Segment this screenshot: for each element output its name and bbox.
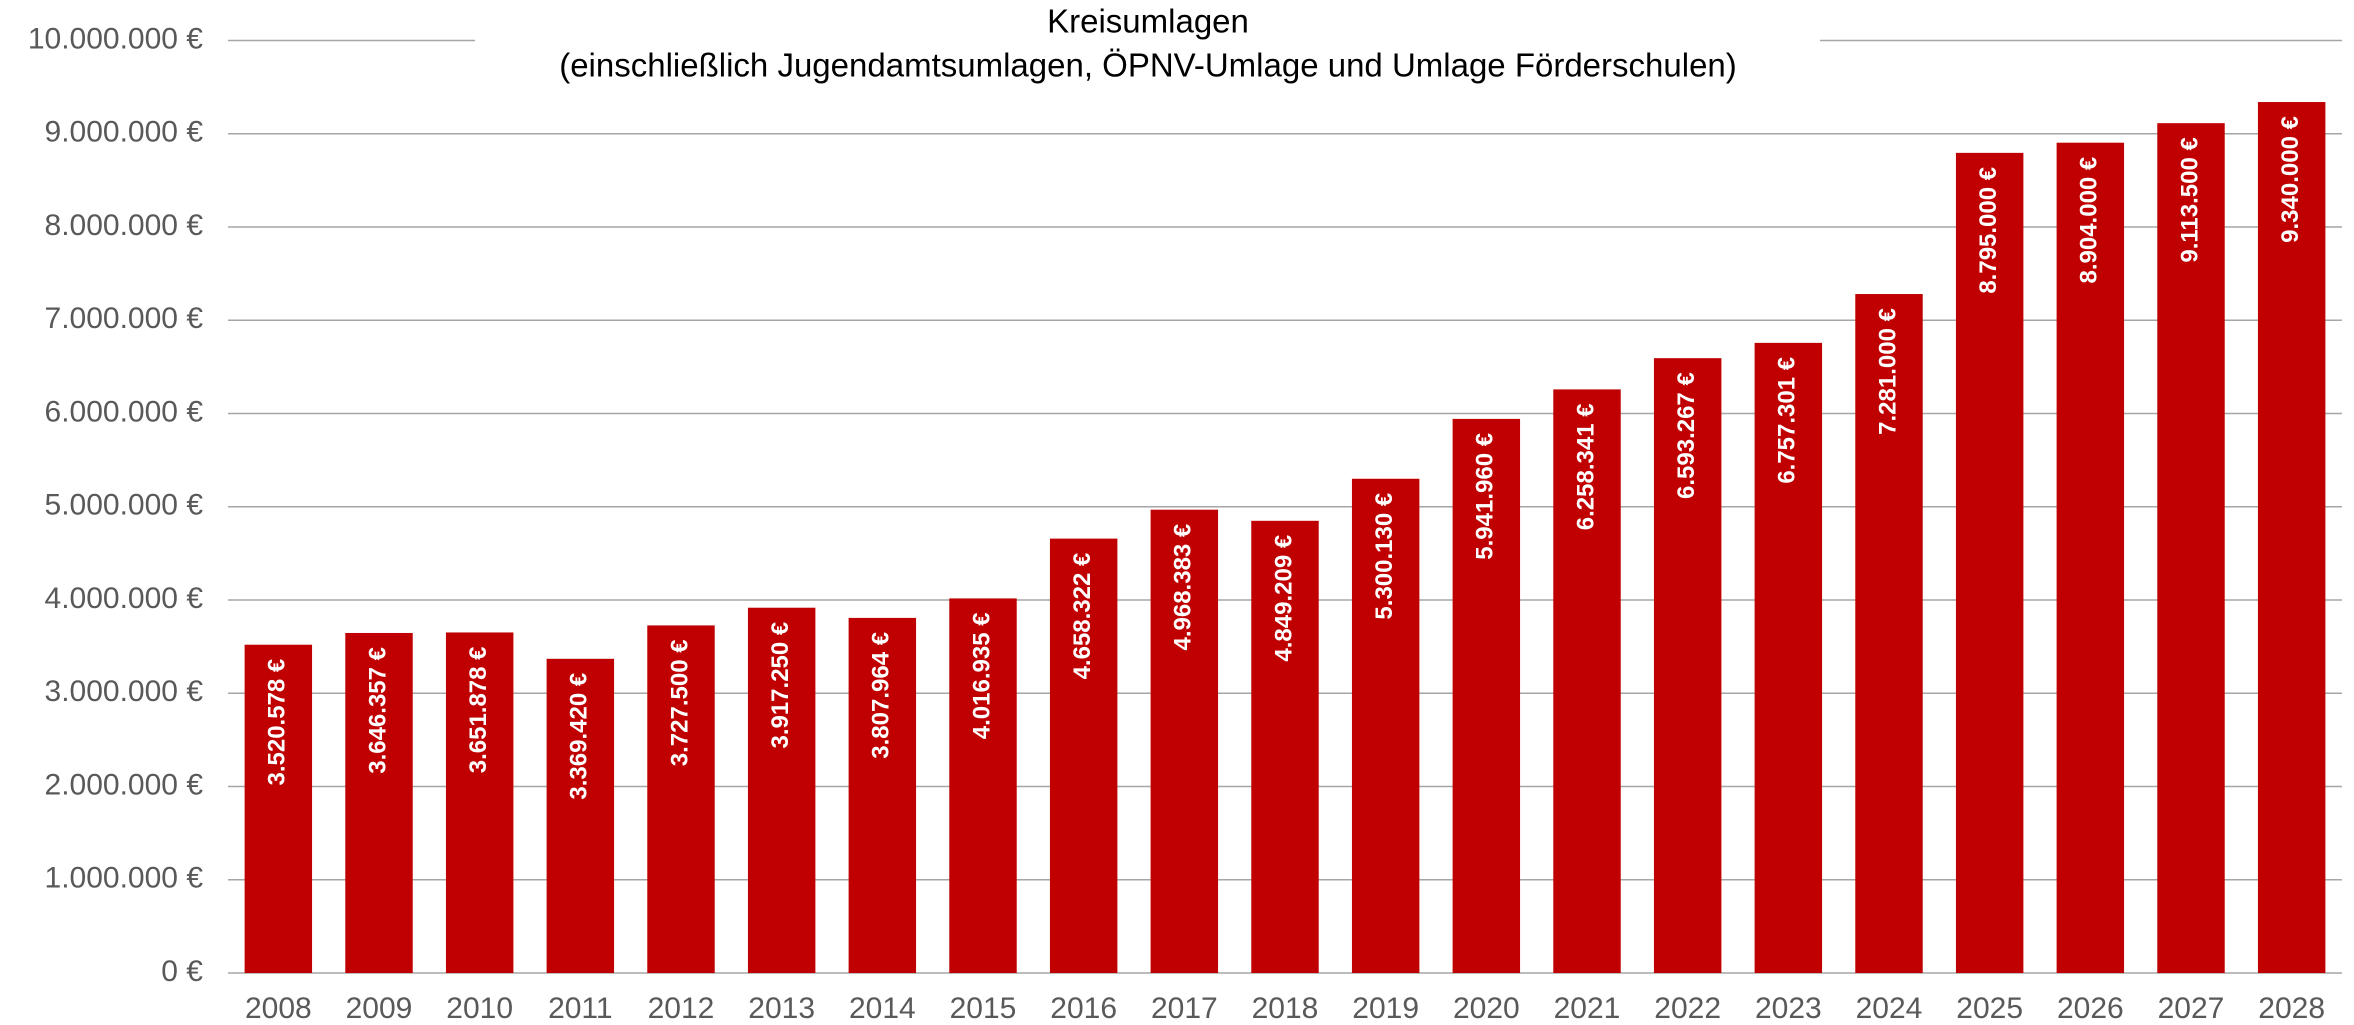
x-tick-label: 2026	[2057, 992, 2124, 1025]
value-label: 6.757.301 €	[1774, 357, 1801, 484]
bar	[244, 644, 313, 973]
x-tick-label: 2023	[1755, 992, 1822, 1025]
y-tick-label: 6.000.000 €	[45, 395, 204, 428]
y-tick-label: 5.000.000 €	[45, 489, 204, 522]
chart-subtitle: (einschließlich Jugendamtsumlagen, ÖPNV-…	[559, 47, 1737, 84]
bar	[1351, 478, 1420, 973]
y-tick-label: 0 €	[161, 955, 203, 988]
x-tick-label: 2028	[2258, 992, 2325, 1025]
x-tick-label: 2014	[849, 992, 916, 1025]
bar	[1452, 418, 1521, 973]
value-label: 4.849.209 €	[1270, 535, 1297, 662]
x-tick-label: 2012	[648, 992, 715, 1025]
value-label: 9.113.500 €	[2176, 137, 2203, 262]
bar	[345, 632, 413, 973]
x-tick-label: 2017	[1151, 992, 1218, 1025]
value-label: 8.904.000 €	[2076, 157, 2103, 284]
bar	[2157, 123, 2225, 973]
value-label: 9.340.000 €	[2277, 116, 2304, 243]
value-label: 6.593.267 €	[1673, 372, 1700, 499]
bar	[647, 625, 715, 973]
x-tick-label: 2022	[1654, 992, 1721, 1025]
bar	[1251, 520, 1319, 973]
value-label: 4.658.322 €	[1069, 553, 1096, 680]
value-label: 8.795.000 €	[1975, 167, 2002, 294]
y-tick-label: 4.000.000 €	[45, 582, 204, 615]
bar	[1653, 358, 1722, 973]
x-tick-label: 2013	[748, 992, 815, 1025]
y-tick-label: 1.000.000 €	[45, 862, 204, 895]
value-label: 3.520.578 €	[264, 659, 291, 786]
x-tick-label: 2008	[245, 992, 312, 1025]
bar	[949, 598, 1017, 973]
bar	[1049, 538, 1118, 973]
x-tick-label: 2024	[1856, 992, 1923, 1025]
bar	[747, 607, 816, 973]
value-label: 4.016.935 €	[968, 612, 995, 739]
value-label: 3.369.420 €	[566, 673, 593, 800]
bar	[1150, 509, 1219, 973]
x-tick-label: 2010	[446, 992, 513, 1025]
x-tick-label: 2009	[346, 992, 413, 1025]
bar	[848, 617, 917, 973]
value-label: 5.300.130 €	[1371, 493, 1398, 620]
y-tick-label: 7.000.000 €	[45, 302, 204, 335]
x-tick-label: 2015	[950, 992, 1017, 1025]
y-tick-label: 10.000.000 €	[28, 22, 203, 55]
x-tick-label: 2019	[1352, 992, 1419, 1025]
x-tick-label: 2016	[1050, 992, 1117, 1025]
x-tick-label: 2020	[1453, 992, 1520, 1025]
value-label: 3.807.964 €	[868, 632, 895, 759]
x-tick-label: 2025	[1956, 992, 2023, 1025]
y-tick-label: 3.000.000 €	[45, 675, 204, 708]
bar	[546, 658, 615, 973]
bar	[2056, 142, 2125, 973]
value-label: 5.941.960 €	[1472, 433, 1499, 560]
value-label: 3.727.500 €	[666, 639, 693, 766]
y-tick-label: 8.000.000 €	[45, 209, 204, 242]
bar	[1955, 152, 2024, 973]
x-tick-label: 2027	[2158, 992, 2225, 1025]
bar	[1754, 342, 1823, 973]
chart-title: Kreisumlagen	[1047, 3, 1249, 40]
bar	[2257, 102, 2326, 974]
bar	[1553, 389, 1621, 974]
bar	[445, 632, 514, 973]
y-tick-label: 9.000.000 €	[45, 116, 204, 149]
x-tick-label: 2011	[548, 992, 613, 1025]
title-background	[475, 0, 1820, 88]
bar	[1855, 294, 1923, 973]
y-tick-label: 2.000.000 €	[45, 768, 204, 801]
value-label: 3.651.878 €	[465, 646, 492, 773]
value-label: 3.646.357 €	[364, 647, 391, 774]
value-label: 6.258.341 €	[1572, 403, 1599, 530]
value-label: 3.917.250 €	[767, 622, 794, 749]
value-label: 7.281.000 €	[1874, 308, 1901, 435]
x-tick-label: 2018	[1252, 992, 1319, 1025]
value-label: 4.968.383 €	[1170, 524, 1197, 651]
x-tick-label: 2021	[1554, 992, 1621, 1025]
